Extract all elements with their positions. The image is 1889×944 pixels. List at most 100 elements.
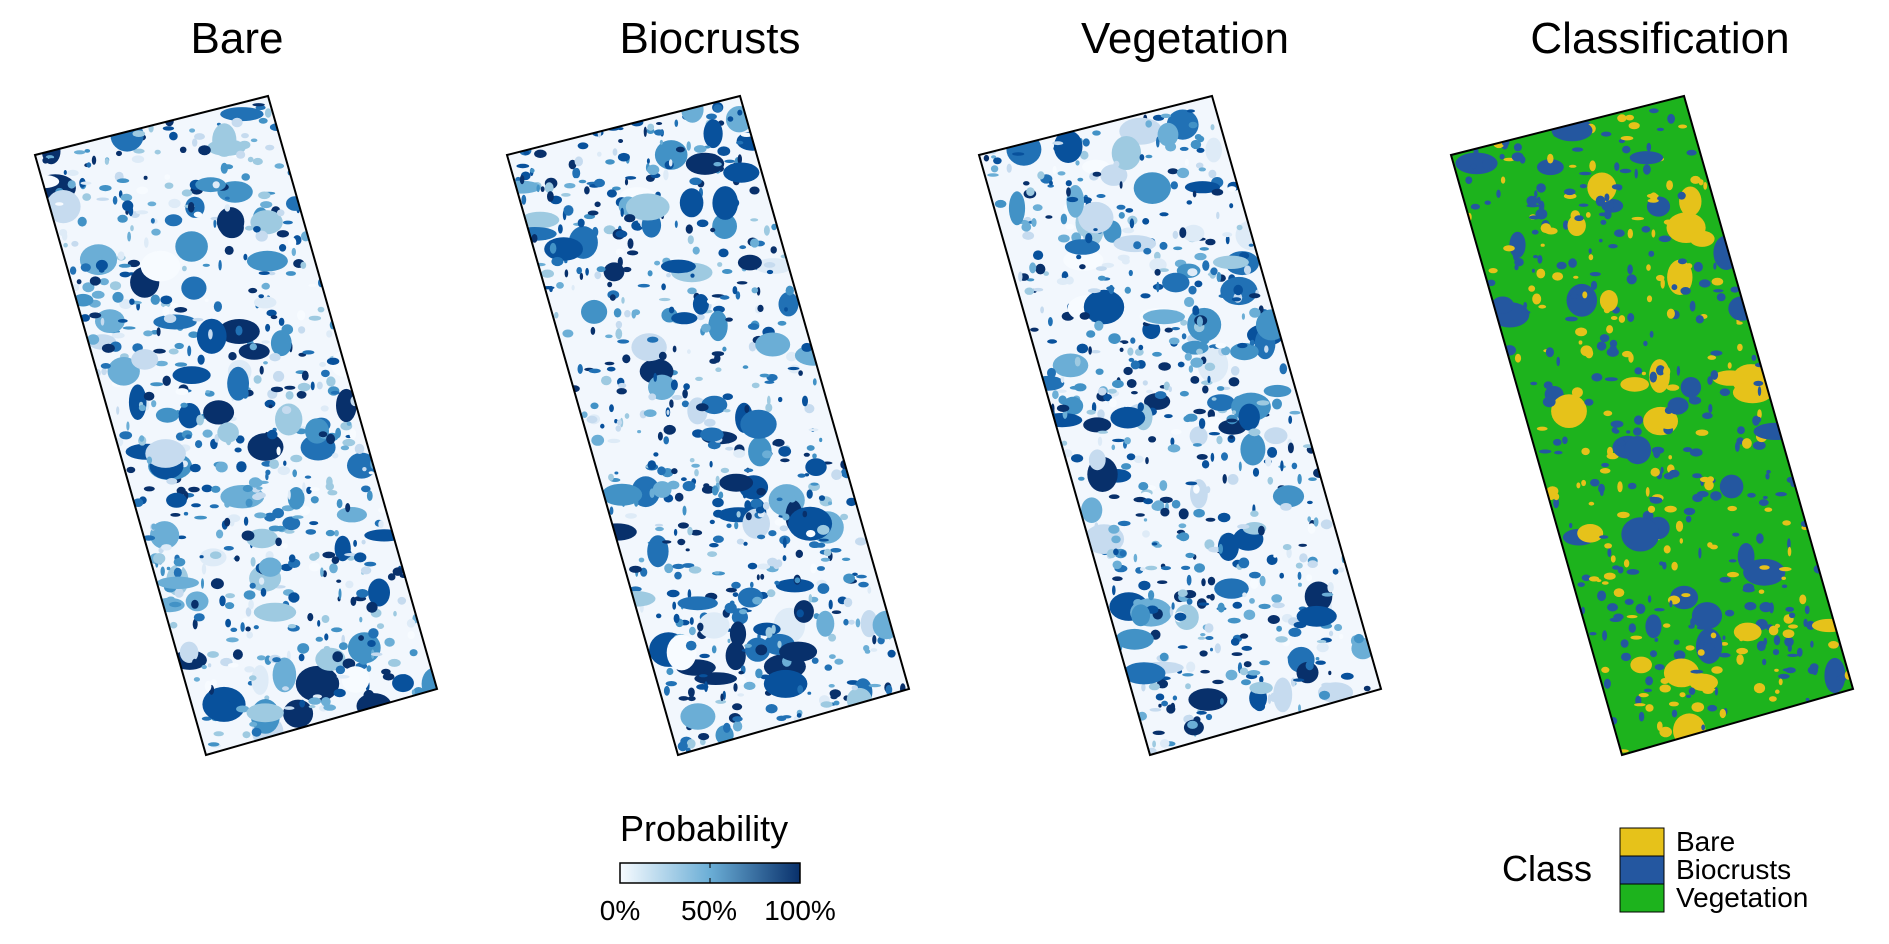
map-patch [1513,143,1522,152]
map-patch [1115,628,1154,650]
map-patch [516,163,530,169]
map-patch [91,155,97,165]
map-patch [1209,347,1216,354]
map-patch [80,263,91,272]
probability-tick-0: 0% [599,895,641,926]
map-patch [711,645,717,654]
map-patch [1047,339,1058,344]
map-patch [359,658,368,665]
panel-title-bare: Bare [190,14,284,63]
map-patch [1604,377,1618,382]
map-patch [820,701,833,708]
map-patch [1195,162,1204,169]
map-patch [693,145,707,153]
map-patch [313,551,320,560]
map-patch [1553,438,1562,446]
map-patch [249,343,257,351]
map-patch [1621,652,1631,662]
map-patch [750,498,763,509]
map-patch [129,298,135,305]
map-patch [1103,394,1112,402]
map-patch [749,186,760,195]
map-patch [1122,662,1166,685]
map-patch [55,202,64,206]
map-patch [1547,153,1554,164]
map-patch [1611,184,1623,190]
map-patch [1083,417,1112,433]
map-patch [627,238,634,249]
map-patch [596,266,606,273]
map-patch [1231,652,1243,656]
map-patch [116,150,122,157]
map-patch [1199,247,1210,251]
map-patch [1700,476,1710,483]
map-patch [288,554,296,563]
map-patch [1663,658,1700,688]
map-patch [331,627,343,633]
map-patch [272,657,297,693]
map-patch [319,362,326,367]
map-patch [1239,633,1249,639]
map-patch [193,677,200,682]
map-patch [1122,227,1135,234]
map-patch [1148,590,1155,601]
map-patch [1231,297,1242,302]
map-patch [1562,220,1569,230]
map-patch [1179,390,1189,397]
map-patch [742,365,749,369]
map-patch [42,157,49,164]
map-patch [1647,198,1659,203]
map-patch [1635,603,1646,614]
map-patch [1536,426,1548,431]
map-patch [775,578,815,593]
map-patch [1703,182,1708,190]
map-patch [1186,574,1192,586]
map-patch [1145,154,1153,159]
map-patch [1121,463,1132,470]
map-patch [1315,660,1326,665]
map-patch [255,230,268,242]
map-patch [613,308,622,318]
panel-title-biocrusts: Biocrusts [619,14,801,63]
map-patch [649,488,655,499]
map-patch [900,683,906,695]
map-patch [1710,370,1719,380]
map-patch [384,637,395,647]
map-patch [797,685,804,694]
map-texture [35,103,437,748]
map-patch [706,298,717,305]
map-patch [173,557,186,567]
map-patch [1551,394,1587,428]
map-patch [331,556,340,564]
map-patch [1812,667,1818,676]
map-patch [210,578,224,590]
map-patch [735,675,746,686]
map-patch [689,626,696,636]
map-patch [1736,654,1744,665]
map-patch [1241,679,1251,686]
map-patch [666,409,670,415]
map-patch [732,592,739,597]
map-patch [1243,609,1256,620]
map-patch [1215,342,1227,349]
map-patch [1094,522,1099,532]
map-patch [717,262,723,267]
map-patch [122,326,136,330]
map-patch [1185,481,1198,486]
map-patch [151,228,161,236]
map-patch [1153,500,1165,511]
map-patch [310,496,319,504]
map-patch [1542,396,1556,408]
map-patch [342,658,356,669]
map-patch [243,253,248,261]
map-patch [154,149,161,155]
map-patch [887,649,896,658]
map-patch [1138,482,1149,491]
map-patch [1666,308,1675,319]
map-patch [1536,183,1546,193]
map-patch [1043,271,1049,276]
map-patch [268,271,276,276]
map-patch [320,567,324,577]
map-patch [1584,398,1594,406]
map-patch [1599,535,1609,539]
